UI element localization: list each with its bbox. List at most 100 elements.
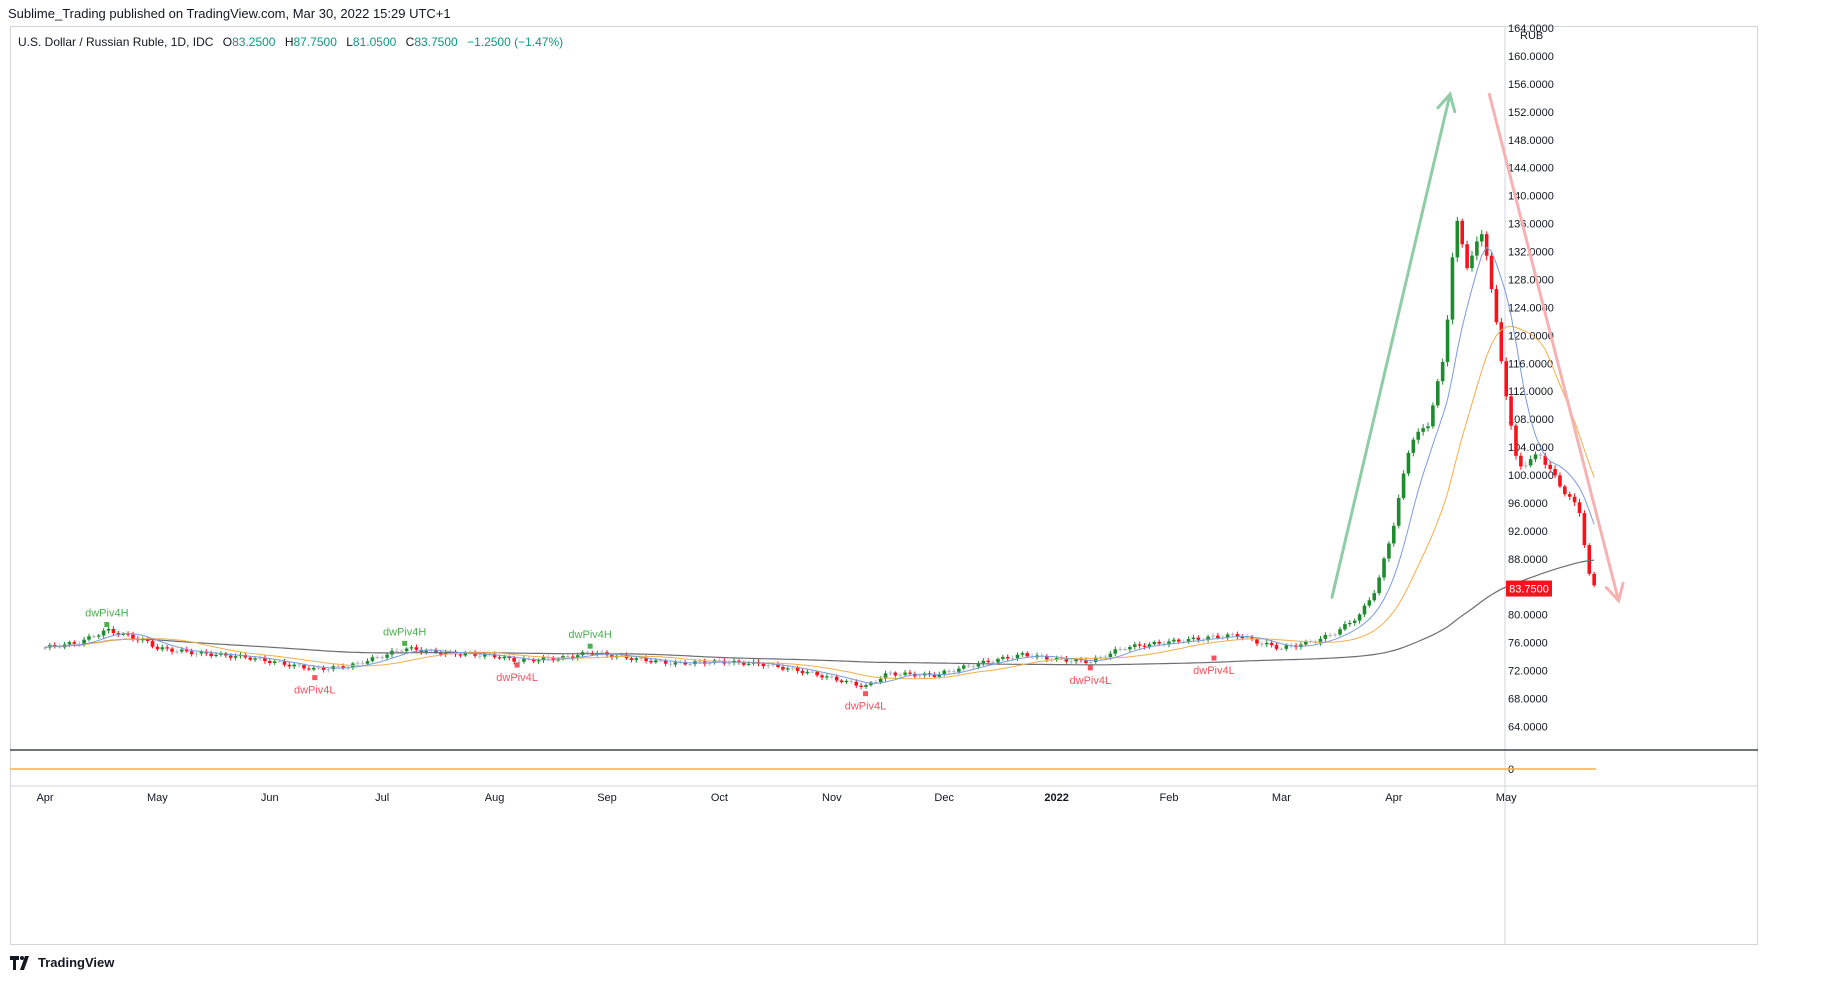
candle-body — [483, 654, 487, 657]
candle — [1470, 250, 1474, 272]
candle-body — [1260, 643, 1264, 645]
candle — [77, 641, 82, 648]
candle — [1181, 639, 1186, 644]
pivot-label: dwPiv4H — [383, 626, 426, 638]
candle-body — [443, 652, 448, 655]
pivot-low-marker: dwPiv4L — [1193, 655, 1235, 677]
candle-body — [1328, 634, 1333, 636]
candle-body — [1211, 635, 1215, 637]
candle-body — [1010, 658, 1015, 660]
footer-brand[interactable]: TradingView — [10, 955, 114, 970]
candle — [600, 649, 604, 656]
candle-body — [673, 662, 678, 665]
symbol-name[interactable]: U.S. Dollar / Russian Ruble, 1D, IDC — [18, 35, 214, 49]
candle-body — [541, 657, 546, 661]
pivot-label: dwPiv4L — [845, 701, 887, 713]
open-label: O — [222, 35, 233, 49]
candle-body — [502, 656, 507, 659]
candle-body — [986, 660, 990, 663]
candle-body — [395, 650, 399, 652]
candle — [1069, 659, 1074, 665]
x-tick-label: Dec — [934, 792, 954, 804]
candle — [883, 670, 888, 682]
candle-body — [165, 647, 169, 649]
candle — [1401, 470, 1406, 500]
candle-body — [336, 666, 341, 668]
candle-body — [771, 664, 775, 666]
pivot-dot — [863, 691, 869, 697]
candle-body — [43, 647, 47, 649]
candle-body — [937, 674, 942, 677]
candle-body — [1093, 657, 1098, 663]
candle-body — [1475, 241, 1479, 256]
candle — [1025, 651, 1030, 658]
candle — [1137, 641, 1142, 649]
candle — [927, 670, 932, 678]
candle-body — [1098, 656, 1103, 658]
candle-body — [277, 661, 282, 663]
candle — [1250, 634, 1254, 642]
candle-body — [1489, 255, 1494, 290]
candle-body — [1152, 641, 1157, 645]
candle — [1435, 379, 1440, 408]
candle-body — [957, 668, 961, 672]
arrow-shaft — [1487, 92, 1621, 603]
candle-body — [1230, 634, 1235, 636]
candle — [224, 651, 228, 658]
ma-mid-line — [44, 325, 1595, 680]
y-tick-label: 128.0000 — [1508, 274, 1554, 286]
pivot-label: dwPiv4H — [568, 629, 611, 641]
candle — [1392, 522, 1396, 547]
candle-body — [1269, 642, 1274, 646]
candle-body — [873, 682, 878, 684]
candle-body — [585, 652, 590, 654]
candle-body — [1479, 234, 1484, 242]
candle — [800, 668, 805, 676]
candle — [395, 648, 399, 654]
candle-body — [1558, 475, 1562, 487]
candle-body — [150, 640, 155, 647]
candle-body — [1084, 660, 1088, 663]
arrow-shaft — [1330, 92, 1452, 599]
candle-body — [688, 664, 692, 666]
candle — [1387, 541, 1391, 562]
indicator-zero-label: 0 — [1508, 764, 1514, 776]
candle — [1479, 229, 1484, 247]
y-tick-label: 164.0000 — [1508, 23, 1554, 35]
candle-body — [971, 666, 976, 668]
candle-body — [1440, 362, 1445, 382]
candle-body — [1548, 464, 1552, 469]
candle — [1582, 510, 1587, 548]
candle-body — [830, 676, 834, 678]
candle — [1533, 451, 1538, 463]
candle-body — [834, 676, 839, 681]
candle-body — [1142, 645, 1147, 647]
candle-body — [507, 656, 512, 658]
candle — [263, 655, 267, 664]
candle-body — [961, 665, 966, 669]
candle-body — [663, 660, 668, 664]
candle-body — [1592, 573, 1596, 586]
candle-body — [707, 662, 712, 664]
candle-body — [126, 633, 130, 635]
candle-body — [72, 642, 77, 644]
candle-body — [272, 661, 277, 664]
candle-body — [996, 658, 1000, 663]
candle — [1152, 640, 1157, 646]
candle — [1411, 437, 1416, 457]
candle — [1367, 597, 1372, 608]
candle-body — [77, 643, 82, 645]
candle-body — [575, 655, 580, 658]
candle — [1450, 252, 1455, 325]
candle — [194, 651, 199, 657]
candle — [1587, 543, 1592, 576]
candle-body — [1206, 636, 1210, 640]
brand-name: TradingView — [38, 955, 115, 970]
x-tick-label: 2022 — [1044, 792, 1068, 804]
candle-body — [414, 647, 419, 650]
candle-body — [512, 657, 516, 662]
candle-body — [1304, 641, 1308, 645]
candle-body — [634, 658, 639, 661]
y-tick-label: 80.0000 — [1508, 610, 1548, 622]
